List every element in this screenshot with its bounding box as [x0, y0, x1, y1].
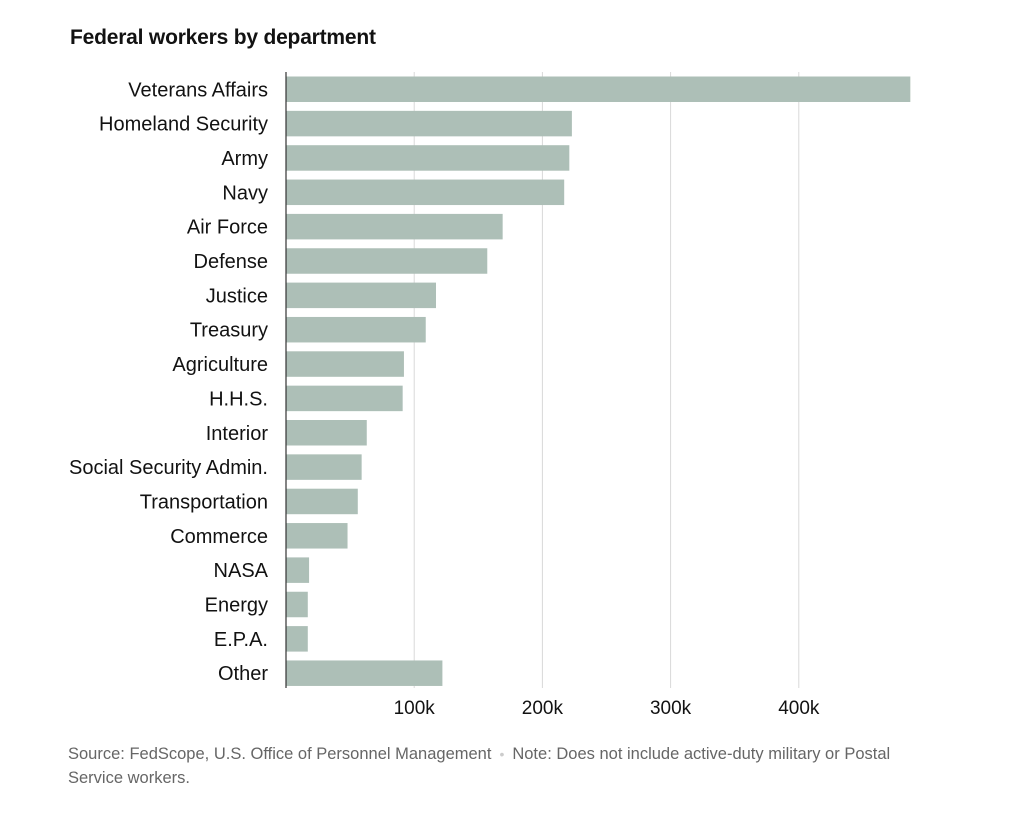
- separator-dot: •: [499, 746, 505, 762]
- category-label: Air Force: [187, 217, 268, 239]
- category-label: Agriculture: [172, 354, 268, 376]
- category-label: Army: [221, 148, 268, 170]
- bar: [286, 454, 362, 480]
- category-label: Energy: [205, 595, 268, 617]
- category-label: Treasury: [190, 320, 268, 342]
- category-label: Commerce: [170, 526, 268, 548]
- bar: [286, 488, 358, 515]
- note-text: Note: Does not include active-duty milit…: [68, 745, 891, 787]
- gridlines: [413, 72, 800, 688]
- category-label: Interior: [206, 423, 269, 445]
- category-label: NASA: [214, 560, 269, 582]
- bar: [286, 351, 404, 377]
- bar: [286, 385, 403, 412]
- bar: [286, 76, 911, 102]
- chart-title: Federal workers by department: [70, 26, 376, 49]
- bar: [286, 282, 436, 309]
- x-tick-label: 400k: [778, 698, 820, 719]
- bar: [286, 145, 570, 171]
- category-label: Social Security Admin.: [69, 457, 268, 479]
- x-axis-ticks: 100k 200k 300k 400k: [394, 698, 820, 719]
- category-label: Other: [218, 663, 268, 685]
- bar-chart: Veterans Affairs Homeland Security Army Nav…: [69, 72, 911, 719]
- bar: [286, 591, 308, 618]
- bars: [286, 76, 911, 686]
- category-label: H.H.S.: [209, 388, 268, 410]
- source-text: Source: FedScope, U.S. Office of Personn…: [68, 745, 492, 763]
- bar: [286, 626, 308, 652]
- bar: [286, 557, 310, 583]
- bar: [286, 316, 426, 343]
- footer-note: Source: FedScope, U.S. Office of Personn…: [68, 742, 928, 790]
- bar: [286, 248, 488, 274]
- x-tick-label: 100k: [394, 698, 436, 719]
- category-label: Navy: [222, 182, 268, 204]
- bar: [286, 213, 503, 240]
- bar: [286, 179, 565, 206]
- bar: [286, 523, 348, 549]
- bar: [286, 110, 572, 137]
- category-label: Justice: [206, 285, 268, 307]
- x-tick-label: 300k: [650, 698, 692, 719]
- category-labels: Veterans Affairs Homeland Security Army Nav…: [69, 79, 269, 685]
- category-label: E.P.A.: [214, 629, 268, 651]
- x-tick-label: 200k: [522, 698, 564, 719]
- bar: [286, 660, 443, 686]
- category-label: Transportation: [140, 491, 268, 513]
- category-label: Veterans Affairs: [128, 79, 268, 101]
- category-label: Defense: [194, 251, 269, 273]
- category-label: Homeland Security: [99, 114, 268, 136]
- bar: [286, 420, 367, 446]
